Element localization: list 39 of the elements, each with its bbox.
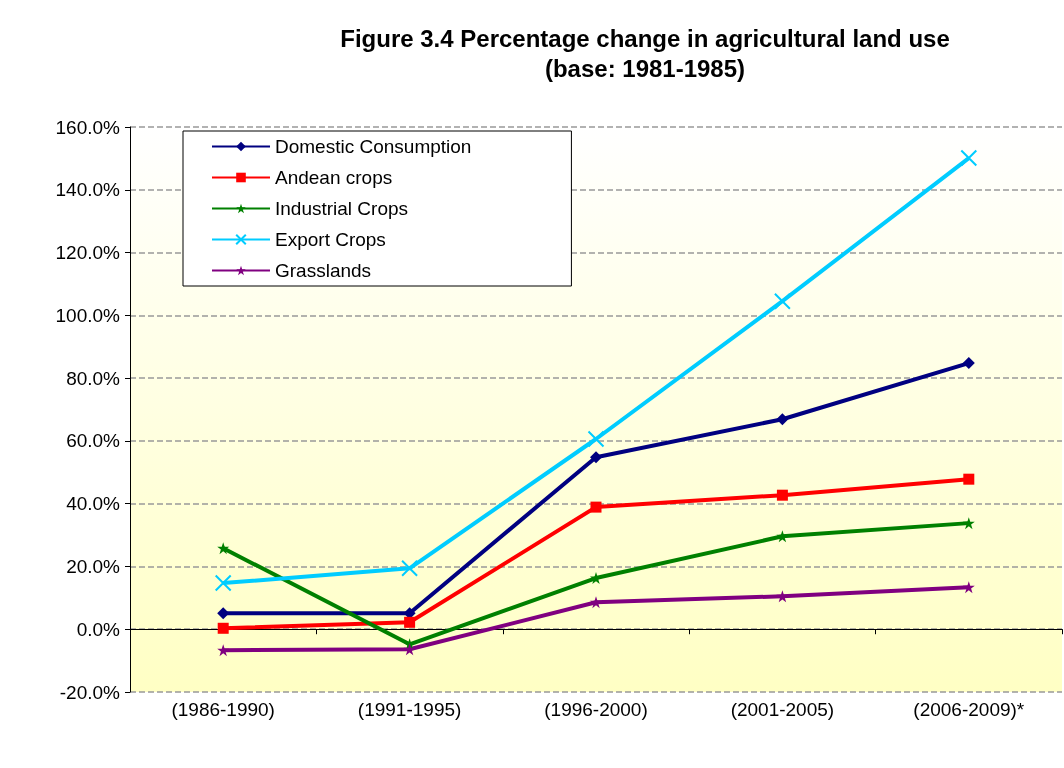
y-tick-label: 140.0% xyxy=(55,179,121,201)
x-tick-label: (2006-2009)* xyxy=(913,699,1025,720)
point xyxy=(217,622,229,634)
legend-label: Grasslands xyxy=(275,260,372,281)
point xyxy=(401,559,419,577)
point xyxy=(214,574,232,592)
point xyxy=(773,292,791,310)
point xyxy=(587,430,605,448)
legend-label: Domestic Consumption xyxy=(275,136,472,157)
y-tick-label: 20.0% xyxy=(66,555,121,577)
point xyxy=(590,451,602,464)
y-tick-label: 160.0% xyxy=(55,116,121,138)
y-tick-label: 120.0% xyxy=(55,242,121,264)
point xyxy=(590,596,602,609)
x-tick-label: (1996-2000) xyxy=(544,699,648,720)
point xyxy=(962,581,975,594)
x-tick-label: (1986-1990) xyxy=(171,699,275,720)
y-tick-label: 60.0% xyxy=(66,430,121,452)
point xyxy=(960,149,978,167)
point xyxy=(404,616,416,628)
x-tick-label: (1991-1995) xyxy=(357,699,462,720)
chart-title: Figure 3.4 Percentage change in agricultural land use (base: 1981-1985) xyxy=(340,24,950,82)
y-tick-label: 80.0% xyxy=(66,367,121,389)
point xyxy=(962,517,975,530)
point xyxy=(962,357,975,370)
point xyxy=(963,473,975,485)
point xyxy=(590,501,602,513)
legend-label: Andean crops xyxy=(275,167,393,188)
point xyxy=(217,542,230,555)
point xyxy=(217,644,230,657)
y-tick-label: -20.0% xyxy=(59,681,121,703)
x-tick-label: (2001-2005) xyxy=(730,699,835,720)
point xyxy=(776,413,789,426)
legend-label: Industrial Crops xyxy=(275,198,409,219)
y-tick-label: 40.0% xyxy=(66,493,121,515)
legend-label: Export Crops xyxy=(275,229,386,250)
y-tick-label: 100.0% xyxy=(55,304,121,326)
y-tick-label: 0.0% xyxy=(76,618,121,640)
point xyxy=(776,489,788,501)
